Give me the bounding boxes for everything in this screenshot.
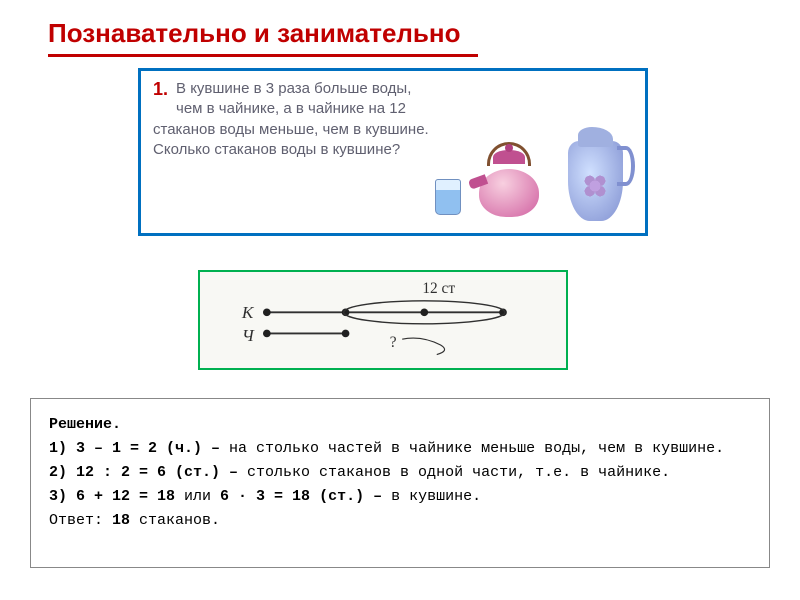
diagram-question: ? bbox=[390, 334, 397, 351]
solution-step-3: 3) 6 + 12 = 18 или 6 · 3 = 18 (ст.) – в … bbox=[49, 485, 751, 509]
problem-number: 1. bbox=[153, 79, 168, 100]
diagram-box: К Ч 12 ст ? bbox=[198, 270, 568, 370]
solution-step-1: 1) 3 – 1 = 2 (ч.) – на столько частей в … bbox=[49, 437, 751, 461]
problem-text: В кувшине в 3 раза больше воды, чем в ча… bbox=[153, 79, 433, 160]
step1-bold: 1) 3 – 1 = 2 (ч.) – bbox=[49, 440, 220, 457]
solution-heading: Решение. bbox=[49, 413, 751, 437]
diagram-label-k: К bbox=[241, 303, 255, 322]
step3-mid: или bbox=[175, 488, 220, 505]
step2-rest: столько стаканов в одной части, т.е. в ч… bbox=[238, 464, 670, 481]
glass-icon bbox=[435, 179, 461, 215]
solution-answer: Ответ: 18 стаканов. bbox=[49, 509, 751, 533]
page-title: Познавательно и занимательно bbox=[48, 18, 460, 49]
step1-rest: на столько частей в чайнике меньше воды,… bbox=[220, 440, 724, 457]
answer-label: Ответ: bbox=[49, 512, 112, 529]
step3-rest: в кувшине. bbox=[382, 488, 481, 505]
jug-icon bbox=[560, 121, 635, 221]
diagram-label-c: Ч bbox=[242, 326, 255, 345]
title-underline bbox=[48, 54, 478, 57]
diagram-label-top: 12 ст bbox=[422, 280, 455, 297]
step3-bold-b: 6 · 3 = 18 (ст.) – bbox=[220, 488, 382, 505]
solution-step-2: 2) 12 : 2 = 6 (ст.) – столько стаканов в… bbox=[49, 461, 751, 485]
problem-box: 1. В кувшине в 3 раза больше воды, чем в… bbox=[138, 68, 648, 236]
answer-bold: 18 bbox=[112, 512, 130, 529]
step2-bold: 2) 12 : 2 = 6 (ст.) – bbox=[49, 464, 238, 481]
kettle-icon bbox=[469, 142, 549, 217]
answer-rest: стаканов. bbox=[130, 512, 220, 529]
step3-bold-a: 3) 6 + 12 = 18 bbox=[49, 488, 175, 505]
illustration bbox=[435, 105, 635, 225]
segment-diagram: К Ч 12 ст ? bbox=[200, 272, 566, 368]
solution-box: Решение. 1) 3 – 1 = 2 (ч.) – на столько … bbox=[30, 398, 770, 568]
